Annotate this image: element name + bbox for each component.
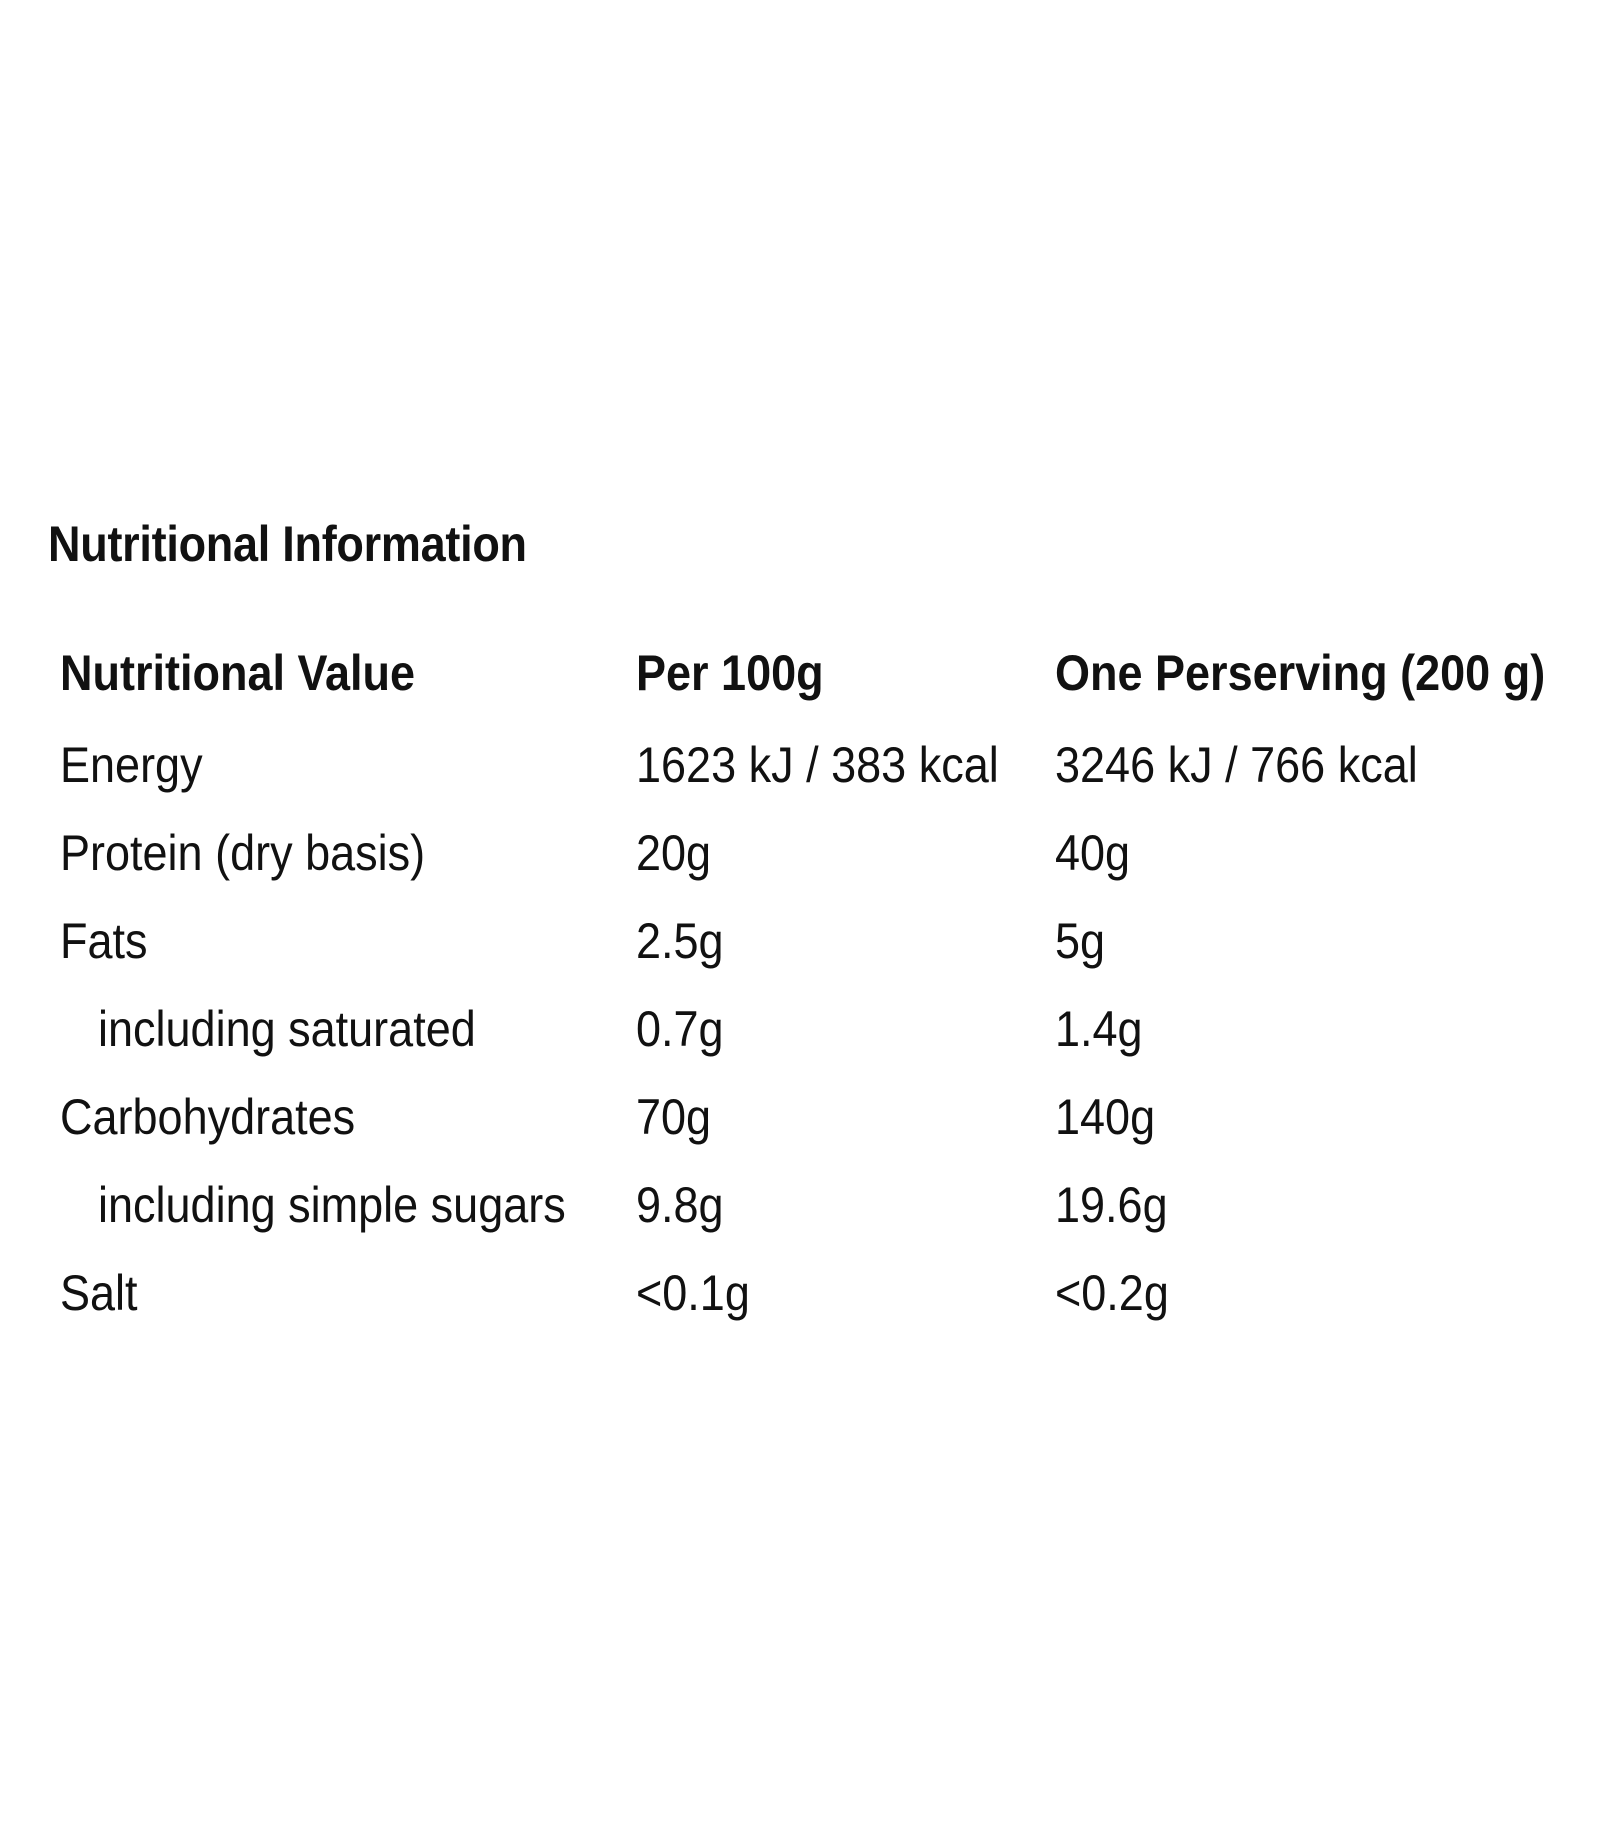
value-per-serving: 19.6g (1055, 1177, 1168, 1233)
nutrient-name-sub: including saturated (98, 1001, 476, 1057)
nutrition-table: Nutritional Value Per 100g One Perservin… (60, 625, 1600, 1337)
table-row: including saturated 0.7g 1.4g (60, 985, 1600, 1073)
column-header-per-serving: One Perserving (200 g) (1055, 645, 1546, 701)
nutrient-name: Carbohydrates (60, 1089, 356, 1145)
value-per-100g: 9.8g (636, 1177, 724, 1233)
nutrient-name: Energy (60, 737, 203, 793)
value-per-serving: 1.4g (1055, 1001, 1143, 1057)
value-per-serving: 140g (1055, 1089, 1156, 1145)
table-row: Protein (dry basis) 20g 40g (60, 809, 1600, 897)
value-per-serving: 40g (1055, 825, 1131, 881)
nutrient-name: Salt (60, 1265, 138, 1321)
nutrient-name: Protein (dry basis) (60, 825, 426, 881)
value-per-100g: 2.5g (636, 913, 724, 969)
column-header-nutritional-value: Nutritional Value (60, 645, 416, 701)
table-row: Carbohydrates 70g 140g (60, 1073, 1600, 1161)
value-per-serving: 3246 kJ / 766 kcal (1055, 737, 1419, 793)
table-row: Salt <0.1g <0.2g (60, 1249, 1600, 1337)
table-header-row: Nutritional Value Per 100g One Perservin… (60, 625, 1600, 721)
nutrient-name: Fats (60, 913, 148, 969)
value-per-100g: 20g (636, 825, 712, 881)
value-per-100g: 1623 kJ / 383 kcal (636, 737, 999, 793)
table-row: Fats 2.5g 5g (60, 897, 1600, 985)
table-row: including simple sugars 9.8g 19.6g (60, 1161, 1600, 1249)
value-per-serving: 5g (1055, 913, 1106, 969)
value-per-100g: 0.7g (636, 1001, 724, 1057)
value-per-serving: <0.2g (1055, 1265, 1170, 1321)
value-per-100g: 70g (636, 1089, 712, 1145)
table-row: Energy 1623 kJ / 383 kcal 3246 kJ / 766 … (60, 721, 1600, 809)
section-title: Nutritional Information (48, 516, 527, 572)
column-header-per-100g: Per 100g (636, 645, 824, 701)
value-per-100g: <0.1g (636, 1265, 750, 1321)
nutrient-name-sub: including simple sugars (98, 1177, 566, 1233)
